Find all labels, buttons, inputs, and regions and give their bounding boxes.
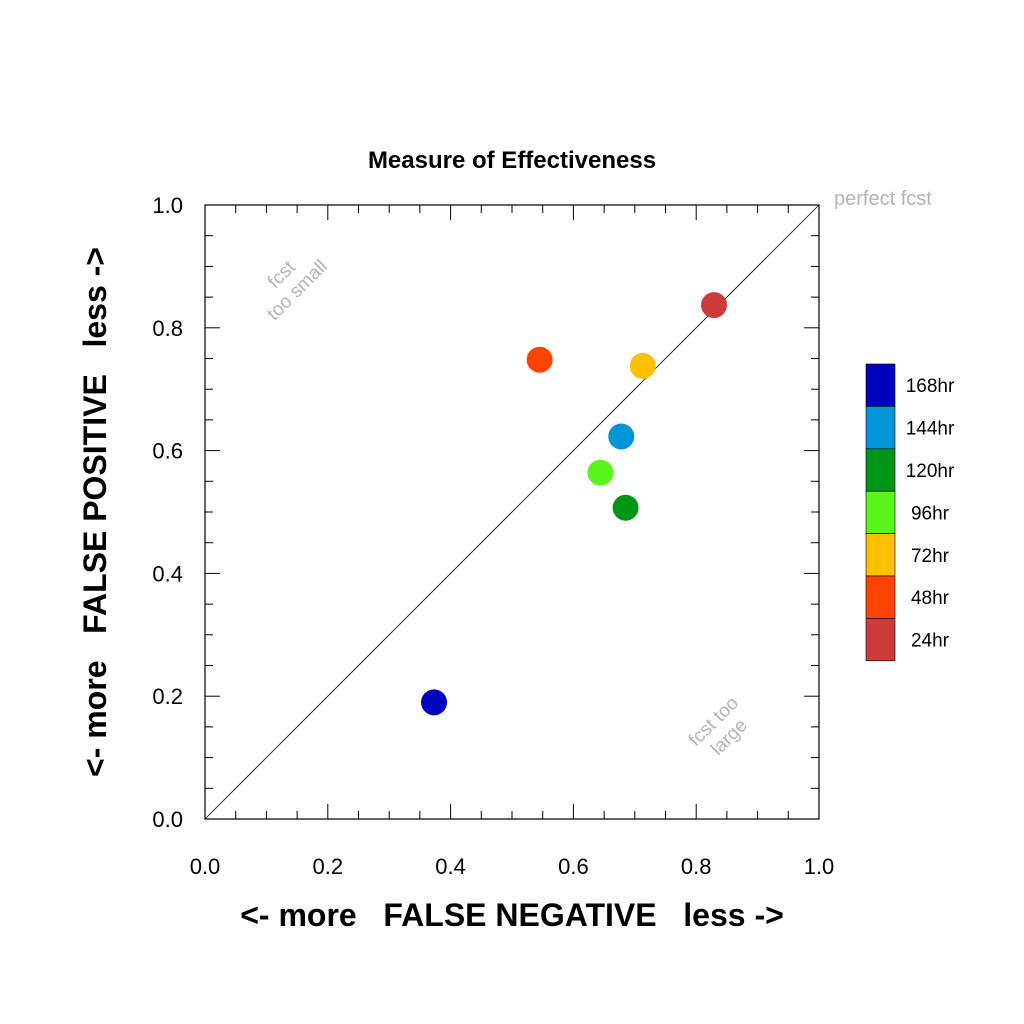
point-144hr (608, 423, 635, 450)
legend-swatch-72hr (865, 533, 896, 577)
legend: 168hr 144hr 120hr 96hr 72hr 48hr 24hr (865, 363, 955, 662)
axis-ticks (204, 204, 820, 820)
data-points (421, 292, 728, 716)
y-tick-label: 0.4 (152, 561, 183, 586)
axis-tick-labels: 0.0 0.2 0.4 0.6 0.8 1.0 0.0 0.2 0.4 0.6 0.8 1.0 (152, 193, 834, 879)
y-tick-label: 0.0 (152, 807, 183, 832)
legend-swatch-48hr (865, 575, 896, 619)
y-tick-label: 0.8 (152, 316, 183, 341)
legend-swatch-120hr (865, 448, 896, 492)
legend-label-144hr: 144hr (906, 419, 955, 440)
x-tick-label: 0.4 (435, 854, 466, 879)
annotation-too-small: fcst too small (263, 256, 332, 325)
chart-title: Measure of Effectiveness (368, 147, 656, 174)
legend-label-120hr: 120hr (906, 461, 955, 482)
point-96hr (587, 459, 614, 486)
point-24hr (701, 292, 728, 319)
x-tick-label: 0.2 (313, 854, 344, 879)
legend-swatch-96hr (865, 490, 896, 534)
legend-label-96hr: 96hr (911, 503, 950, 524)
y-tick-label: 0.6 (152, 439, 183, 464)
legend-swatch-144hr (865, 406, 896, 450)
x-tick-label: 0.0 (190, 854, 221, 879)
x-axis-label: <- more FALSE NEGATIVE less -> (240, 897, 784, 933)
point-120hr (612, 494, 639, 521)
y-tick-label: 1.0 (152, 193, 183, 218)
legend-swatch-24hr (865, 618, 896, 662)
legend-label-24hr: 24hr (911, 631, 950, 652)
y-tick-label: 0.2 (152, 684, 183, 709)
annotation-too-small-line2: too small (263, 256, 332, 325)
legend-label-48hr: 48hr (911, 588, 950, 609)
annotation-perfect-fcst: perfect fcst (834, 188, 932, 210)
legend-label-168hr: 168hr (906, 376, 955, 397)
point-48hr (526, 346, 553, 373)
point-72hr (629, 352, 656, 379)
legend-swatch-168hr (865, 363, 896, 407)
x-tick-label: 0.8 (681, 854, 712, 879)
x-tick-label: 1.0 (804, 854, 835, 879)
annotation-too-large: fcst too large (685, 693, 752, 760)
legend-label-72hr: 72hr (911, 546, 950, 567)
point-168hr (421, 689, 448, 716)
x-tick-label: 0.6 (558, 854, 589, 879)
y-axis-label: <- more FALSE POSITIVE less -> (77, 247, 113, 777)
